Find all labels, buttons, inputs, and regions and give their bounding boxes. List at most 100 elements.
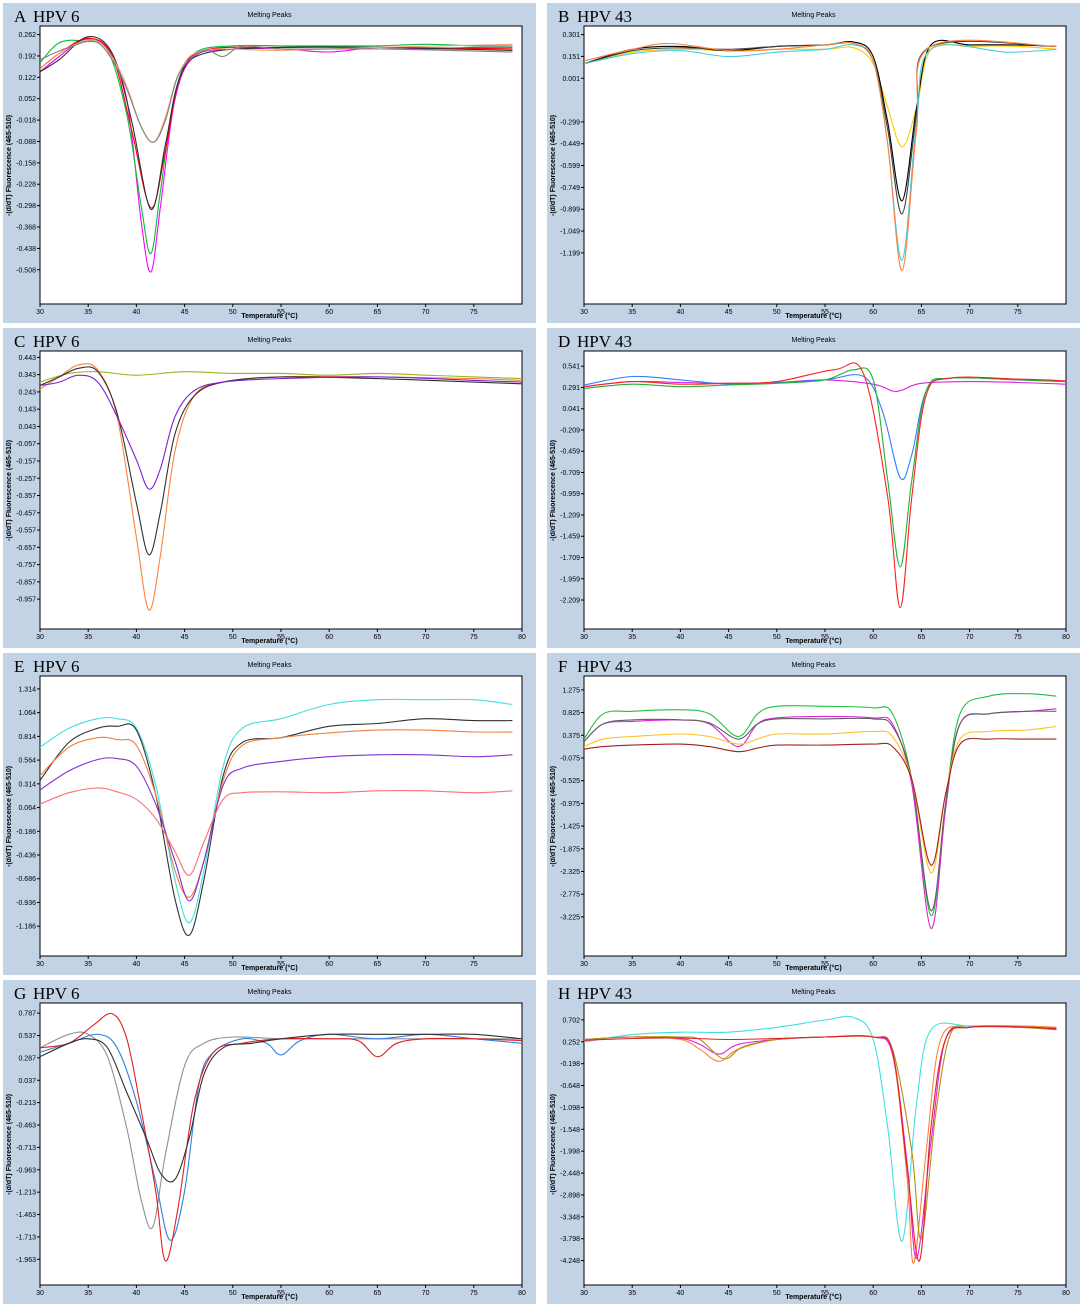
x-tick-label: 60 bbox=[325, 961, 333, 968]
x-tick-label: 30 bbox=[580, 961, 588, 968]
y-tick-label: -2.448 bbox=[560, 1171, 580, 1178]
y-tick-label: -1.199 bbox=[560, 250, 580, 257]
series-line bbox=[584, 379, 1066, 393]
x-tick-label: 70 bbox=[422, 309, 430, 316]
x-tick-label: 35 bbox=[84, 1290, 92, 1297]
x-tick-label: 60 bbox=[869, 1290, 877, 1297]
series-line bbox=[584, 693, 1057, 917]
x-tick-label: 80 bbox=[518, 634, 526, 641]
y-tick-label: 0.443 bbox=[18, 355, 36, 362]
y-tick-label: -0.713 bbox=[16, 1145, 36, 1152]
y-tick-label: -1.459 bbox=[560, 534, 580, 541]
panel-title: HPV 6 bbox=[33, 657, 80, 676]
panel-letter: B bbox=[558, 7, 570, 26]
y-tick-label: -0.438 bbox=[16, 246, 36, 253]
x-axis-label: Temperature (°C) bbox=[241, 313, 298, 320]
panel-b: B HPV 43 Melting Peaks -(d/dT) Fluoresce… bbox=[547, 3, 1080, 323]
x-tick-label: 50 bbox=[229, 309, 237, 316]
x-tick-label: 50 bbox=[773, 961, 781, 968]
plot-area bbox=[39, 1002, 523, 1286]
y-tick-label: 1.275 bbox=[562, 687, 580, 694]
y-tick-label: -0.957 bbox=[16, 597, 36, 604]
x-tick-label: 75 bbox=[1014, 961, 1022, 968]
x-tick-label: 30 bbox=[36, 1290, 44, 1297]
x-axis-label: Temperature (°C) bbox=[241, 1294, 298, 1301]
series-line bbox=[40, 754, 513, 902]
y-tick-label: -0.557 bbox=[16, 528, 36, 535]
x-tick-label: 70 bbox=[966, 634, 974, 641]
x-tick-label: 40 bbox=[677, 961, 685, 968]
y-tick-label: 0.192 bbox=[18, 53, 36, 60]
y-tick-label: 0.541 bbox=[562, 364, 580, 371]
chart-title: Melting Peaks bbox=[791, 662, 836, 669]
series-line bbox=[584, 725, 1057, 874]
panel-letter: D bbox=[558, 332, 571, 351]
chart-title: Melting Peaks bbox=[247, 662, 292, 669]
panel-e: E HPV 6 Melting Peaks -(d/dT) Fluorescen… bbox=[3, 653, 536, 975]
y-tick-label: -3.225 bbox=[560, 914, 580, 921]
panel-h: H HPV 43 Melting Peaks -(d/dT) Fluoresce… bbox=[547, 980, 1080, 1304]
y-tick-label: -0.198 bbox=[560, 1061, 580, 1068]
y-tick-label: -1.186 bbox=[16, 924, 36, 931]
y-tick-label: 0.262 bbox=[18, 32, 36, 39]
x-tick-label: 30 bbox=[580, 309, 588, 316]
y-tick-label: 0.375 bbox=[562, 733, 580, 740]
y-tick-label: -0.368 bbox=[16, 225, 36, 232]
series-line bbox=[40, 698, 513, 924]
y-tick-label: -0.936 bbox=[16, 900, 36, 907]
y-tick-label: -0.508 bbox=[16, 267, 36, 274]
series-line bbox=[584, 39, 1057, 272]
y-tick-label: 0.537 bbox=[18, 1033, 36, 1040]
panel-f: F HPV 43 Melting Peaks -(d/dT) Fluoresce… bbox=[547, 653, 1080, 975]
y-tick-label: -1.875 bbox=[560, 846, 580, 853]
y-tick-label: -1.463 bbox=[16, 1212, 36, 1219]
y-tick-label: -1.963 bbox=[16, 1257, 36, 1264]
x-tick-label: 45 bbox=[725, 1290, 733, 1297]
x-tick-label: 55 bbox=[821, 634, 829, 641]
x-tick-label: 60 bbox=[325, 309, 333, 316]
x-tick-label: 75 bbox=[1014, 309, 1022, 316]
y-tick-label: -0.299 bbox=[560, 119, 580, 126]
panel-letter: A bbox=[14, 7, 27, 26]
x-tick-label: 50 bbox=[229, 634, 237, 641]
x-tick-label: 60 bbox=[869, 961, 877, 968]
panel-title: HPV 6 bbox=[33, 332, 80, 351]
panel-title: HPV 6 bbox=[33, 984, 80, 1003]
y-tick-label: -0.088 bbox=[16, 139, 36, 146]
x-tick-label: 75 bbox=[1014, 634, 1022, 641]
y-tick-label: 0.064 bbox=[18, 805, 36, 812]
y-tick-label: 0.052 bbox=[18, 96, 36, 103]
chart-svg: 1.275 0.825 0.375 -0.075 -0.525 -0.975 -1.425 -… bbox=[560, 675, 1067, 968]
x-tick-label: 65 bbox=[374, 634, 382, 641]
x-tick-label: 70 bbox=[422, 634, 430, 641]
x-tick-label: 40 bbox=[133, 961, 141, 968]
x-tick-label: 35 bbox=[628, 1290, 636, 1297]
y-tick-label: 0.151 bbox=[562, 54, 580, 61]
x-tick-label: 80 bbox=[1062, 634, 1070, 641]
x-tick-label: 75 bbox=[470, 961, 478, 968]
y-tick-label: 0.702 bbox=[562, 1017, 580, 1024]
y-tick-label: 1.314 bbox=[18, 686, 36, 693]
x-tick-label: 70 bbox=[422, 961, 430, 968]
panel-title: HPV 6 bbox=[33, 7, 80, 26]
x-tick-label: 80 bbox=[1062, 1290, 1070, 1297]
x-tick-label: 65 bbox=[374, 1290, 382, 1297]
panel-letter: E bbox=[14, 657, 25, 676]
y-tick-label: -0.525 bbox=[560, 778, 580, 785]
x-tick-label: 40 bbox=[133, 634, 141, 641]
plot-area bbox=[39, 25, 523, 305]
panel-letter: H bbox=[558, 984, 571, 1003]
y-tick-label: -1.998 bbox=[560, 1149, 580, 1156]
y-tick-label: -0.899 bbox=[560, 207, 580, 214]
x-tick-label: 45 bbox=[181, 634, 189, 641]
plot-area bbox=[583, 1002, 1067, 1286]
x-tick-label: 30 bbox=[580, 634, 588, 641]
y-tick-label: -1.548 bbox=[560, 1127, 580, 1134]
y-tick-label: 0.122 bbox=[18, 75, 36, 82]
y-tick-label: 0.343 bbox=[18, 372, 36, 379]
y-tick-label: -0.599 bbox=[560, 163, 580, 170]
panel-c: C HPV 6 Melting Peaks -(d/dT) Fluorescen… bbox=[3, 328, 536, 648]
y-tick-label: 0.043 bbox=[18, 424, 36, 431]
y-tick-label: -2.325 bbox=[560, 869, 580, 876]
